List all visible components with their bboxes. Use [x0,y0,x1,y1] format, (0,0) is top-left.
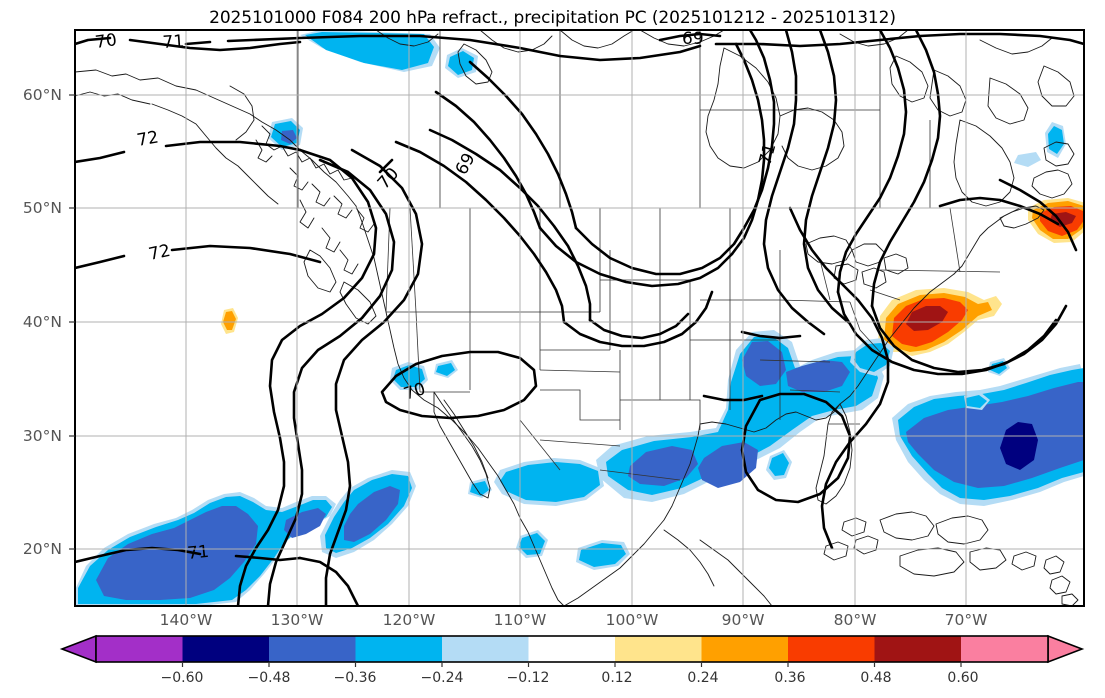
axis-label-lon-130: 130°W [270,611,324,629]
shade-negative [742,341,786,386]
svg-text:72: 72 [147,241,172,265]
axis-label-lat-40: 40°N [22,313,62,331]
shade-negative [281,130,297,144]
precip-pc-shading [75,30,1084,606]
axis-label-lat-60: 60°N [22,86,62,104]
colorbar-extend-max [1047,634,1085,664]
shade-negative [786,360,850,392]
shade-negative [470,481,489,496]
colorbar-label-3: −0.24 [420,670,464,686]
colorbar-label-8: 0.48 [860,670,892,686]
shade-negative [769,453,789,476]
axis-label-lon-120: 120°W [382,611,436,629]
shade-negative [1048,126,1064,154]
shade-negative [448,51,474,75]
shade-negative [1014,152,1041,167]
shade-negative [284,508,326,538]
svg-text:69: 69 [682,29,704,49]
colorbar-label-9: 0.60 [947,670,979,686]
axis-label-lon-100: 100°W [605,611,659,629]
axis-label-lat-50: 50°N [22,199,62,217]
shade-negative [906,382,1084,488]
svg-text:71: 71 [162,32,185,53]
colorbar-label-0: −0.60 [160,670,204,686]
shade-negative [96,506,258,600]
shade-positive [223,311,236,330]
axis-label-lon-140: 140°W [159,611,213,629]
map-panel: 70 71 72 72 70 69 69 71 70 71 [69,29,1085,607]
svg-text:71: 71 [186,542,210,564]
map-frame [74,29,1085,607]
svg-text:72: 72 [135,127,160,150]
axis-label-lon-90: 90°W [721,611,765,629]
shade-negative [500,462,600,502]
axis-label-lon-110: 110°W [493,611,547,629]
colorbar-frame [95,635,1049,663]
colorbar-label-6: 0.24 [687,670,719,686]
axis-ticks [69,94,75,550]
shade-negative [1000,422,1038,470]
shade-negative [854,343,890,372]
shade-negative [305,32,434,70]
svg-text:70: 70 [94,30,118,53]
colorbar-label-2: −0.36 [333,670,377,686]
axis-label-lon-70: 70°W [944,611,988,629]
axis-label-lat-30: 30°N [22,427,62,445]
axis-label-lat-20: 20°N [22,540,62,558]
colorbar[interactable] [59,634,1085,667]
shade-negative [436,363,455,376]
axis-label-lon-80: 80°W [833,611,877,629]
colorbar-label-1: −0.48 [247,670,291,686]
colorbar-extend-min [59,634,97,664]
shade-negative [344,486,400,542]
shade-positive [906,306,948,331]
colorbar-ticks [181,662,962,667]
page-title: 2025101000 F084 200 hPa refract., precip… [209,8,896,28]
map-gridlines [75,30,1084,606]
refractivity-contours [75,30,1084,606]
colorbar-label-5: 0.12 [601,670,633,686]
shade-negative [966,395,987,408]
colorbar-label-4: −0.12 [506,670,550,686]
colorbar-label-7: 0.36 [774,670,806,686]
colorbar-segments [96,636,1048,662]
